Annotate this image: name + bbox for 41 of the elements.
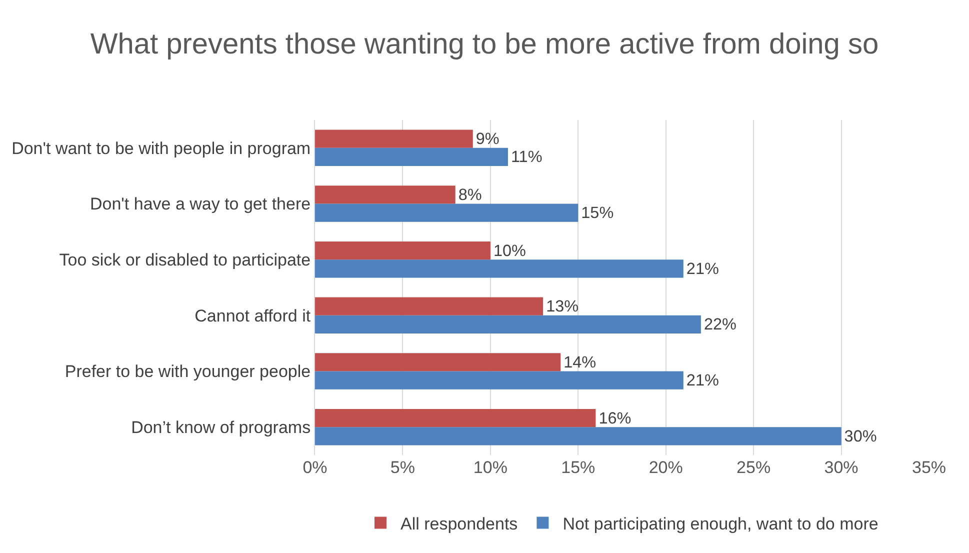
x-tick-label: 0% bbox=[302, 458, 328, 477]
data-label: 10% bbox=[493, 242, 526, 260]
data-label: 8% bbox=[458, 186, 482, 204]
x-tick-label: 15% bbox=[561, 458, 596, 477]
bar bbox=[315, 353, 561, 372]
bar bbox=[315, 371, 684, 390]
bar bbox=[315, 315, 701, 334]
legend-label: Not participating enough, want to do more bbox=[562, 514, 878, 534]
legend-label: All respondents bbox=[400, 514, 518, 534]
bar bbox=[315, 204, 578, 222]
data-label: 15% bbox=[581, 204, 614, 222]
bar bbox=[315, 297, 544, 316]
x-tick-label: 5% bbox=[390, 458, 415, 477]
x-tick-label: 30% bbox=[824, 458, 858, 477]
bar bbox=[315, 130, 473, 148]
data-label: 14% bbox=[564, 353, 596, 372]
data-label: 11% bbox=[510, 148, 542, 166]
bar bbox=[315, 427, 842, 446]
x-tick-label: 20% bbox=[648, 458, 683, 477]
bar bbox=[315, 241, 490, 260]
y-tick-label: Don't have a way to get there bbox=[90, 194, 311, 214]
y-tick-label: Too sick or disabled to participate bbox=[59, 250, 311, 270]
bar bbox=[315, 260, 684, 278]
data-label: 22% bbox=[704, 316, 736, 334]
data-label: 16% bbox=[598, 409, 632, 428]
bar bbox=[315, 408, 596, 428]
y-tick-label: Don’t know of programs bbox=[131, 418, 311, 438]
data-label: 21% bbox=[686, 372, 719, 390]
data-label: 13% bbox=[546, 298, 579, 316]
data-label: 30% bbox=[844, 427, 877, 446]
y-tick-label: Cannot afford it bbox=[194, 306, 311, 326]
bar bbox=[315, 148, 508, 166]
x-tick-label: 10% bbox=[473, 458, 508, 477]
y-tick-label: Don't want to be with people in program bbox=[12, 138, 311, 158]
data-label: 21% bbox=[686, 260, 719, 278]
chart-title: What prevents those wanting to be more active from doing so bbox=[90, 28, 879, 60]
x-tick-label: 25% bbox=[736, 458, 771, 477]
data-label: 9% bbox=[476, 130, 500, 148]
y-tick-label: Prefer to be with younger people bbox=[64, 362, 311, 382]
bar bbox=[315, 186, 456, 204]
x-tick-label: 35% bbox=[912, 458, 946, 477]
